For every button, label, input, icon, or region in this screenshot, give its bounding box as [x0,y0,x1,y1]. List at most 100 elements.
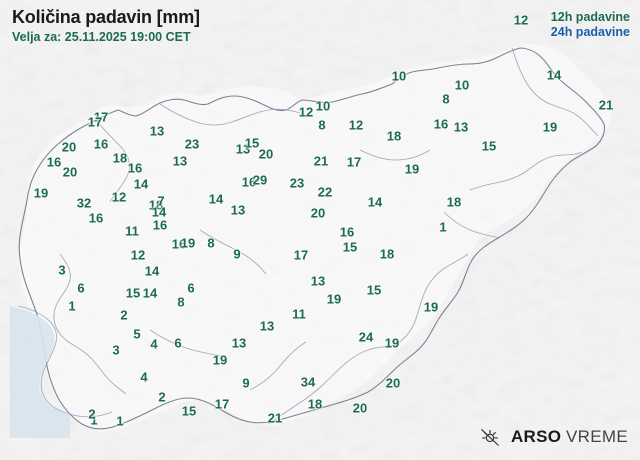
legend-item-12h: 12h padavine [550,10,630,24]
precip-value: 21 [267,410,283,426]
precip-value: 13 [259,318,275,334]
precip-value: 23 [289,175,305,191]
precip-value: 5 [133,326,141,342]
precip-value: 15 [481,138,497,154]
precip-value: 14 [546,67,562,83]
precip-value: 16 [88,210,104,226]
precip-value: 34 [300,374,316,390]
precip-value: 4 [140,369,148,385]
precip-value: 19 [180,235,196,251]
precip-value: 2 [120,307,128,323]
precip-value: 11 [292,306,306,322]
precip-value: 20 [62,164,78,180]
page-title: Količina padavin [mm] [12,7,200,27]
precip-value: 17 [346,154,362,170]
precip-value: 19 [423,299,439,315]
precip-value: 6 [187,280,195,296]
precip-value: 16 [93,136,109,152]
precip-value: 18 [446,194,462,210]
precip-value: 20 [352,400,368,416]
title-block: Količina padavin [mm] Velja za: 25.11.20… [12,6,200,45]
precip-value: 9 [242,375,250,391]
adriatic-sea [10,306,70,438]
arso-name: ARSO [510,427,562,446]
arso-wordmark: ARSO VREME [511,427,628,447]
precip-value: 7 [157,193,165,209]
validity-timestamp: Velja za: 25.11.2025 19:00 CET [12,30,191,44]
precip-value: 20 [258,146,274,162]
precip-value: 9 [233,246,241,262]
precip-value: 14 [151,204,167,220]
sun-rays-icon [481,429,499,446]
precip-value: 13 [172,153,188,169]
precip-value: 3 [112,342,120,358]
precip-value: 14 [142,285,158,301]
precip-value: 21 [313,153,329,169]
precip-value: 2 [158,389,166,405]
precip-value: 12 [513,12,529,28]
precip-value: 3 [58,262,66,278]
precip-value: 1 [68,298,76,314]
precip-value: 32 [76,195,92,211]
precip-value: 13 [235,141,251,157]
precip-value: 12 [130,247,146,263]
precip-value: 15 [181,403,197,419]
precip-value: 14 [208,191,224,207]
national-border [18,47,606,430]
precip-value: 14 [133,176,149,192]
precip-value: 24 [358,329,374,345]
precip-value: 8 [207,235,215,251]
precip-value: 21 [598,97,614,113]
precip-value: 13 [149,123,165,139]
precip-value: 6 [77,280,85,296]
precip-value: 22 [317,184,333,200]
precip-value: 17 [93,109,109,125]
precip-value: 19 [326,291,342,307]
precip-value: 16 [339,224,355,240]
precip-value: 15 [366,282,382,298]
precip-value: 19 [384,335,400,351]
region-boundaries [17,47,599,425]
precip-value: 8 [442,91,450,107]
precip-value: 18 [307,396,323,412]
precip-value: 15 [125,285,141,301]
precip-value: 19 [212,352,228,368]
precip-value: 13 [231,335,247,351]
precip-value: 18 [112,150,128,166]
legend-item-24h: 24h padavine [550,25,630,39]
precip-value: 19 [33,185,49,201]
precip-value: 13 [310,273,326,289]
precip-value: 8 [177,294,185,310]
precip-value: 17 [87,114,103,130]
precip-value: 13 [230,202,246,218]
precip-value: 20 [61,139,77,155]
precip-value: 18 [386,128,402,144]
precip-value: 19 [542,119,558,135]
precip-value: 10 [315,98,331,114]
precip-value: 10 [391,68,407,84]
precip-value: 13 [453,119,469,135]
precip-value: 14 [367,194,383,210]
precip-value: 23 [184,136,200,152]
legend: 12h padavine 24h padavine [551,10,630,40]
precip-value: 17 [214,396,230,412]
precip-value: 6 [174,335,182,351]
precip-value: 19 [404,161,420,177]
precip-value: 8 [318,117,326,133]
precip-value: 17 [293,247,309,263]
precip-value: 12 [348,117,364,133]
precip-value: 2 [88,406,96,422]
precip-value: 16 [171,236,187,252]
precip-value: 29 [252,172,268,188]
precip-value: 1 [90,412,98,428]
precip-value: 20 [385,375,401,391]
precip-value: 18 [148,197,164,213]
precip-value: 16 [46,154,62,170]
precip-value: 10 [454,77,470,93]
precip-value: 16 [127,160,143,176]
precip-value: 16 [152,217,168,233]
precip-value: 14 [144,263,160,279]
precip-value: 16 [241,174,257,190]
